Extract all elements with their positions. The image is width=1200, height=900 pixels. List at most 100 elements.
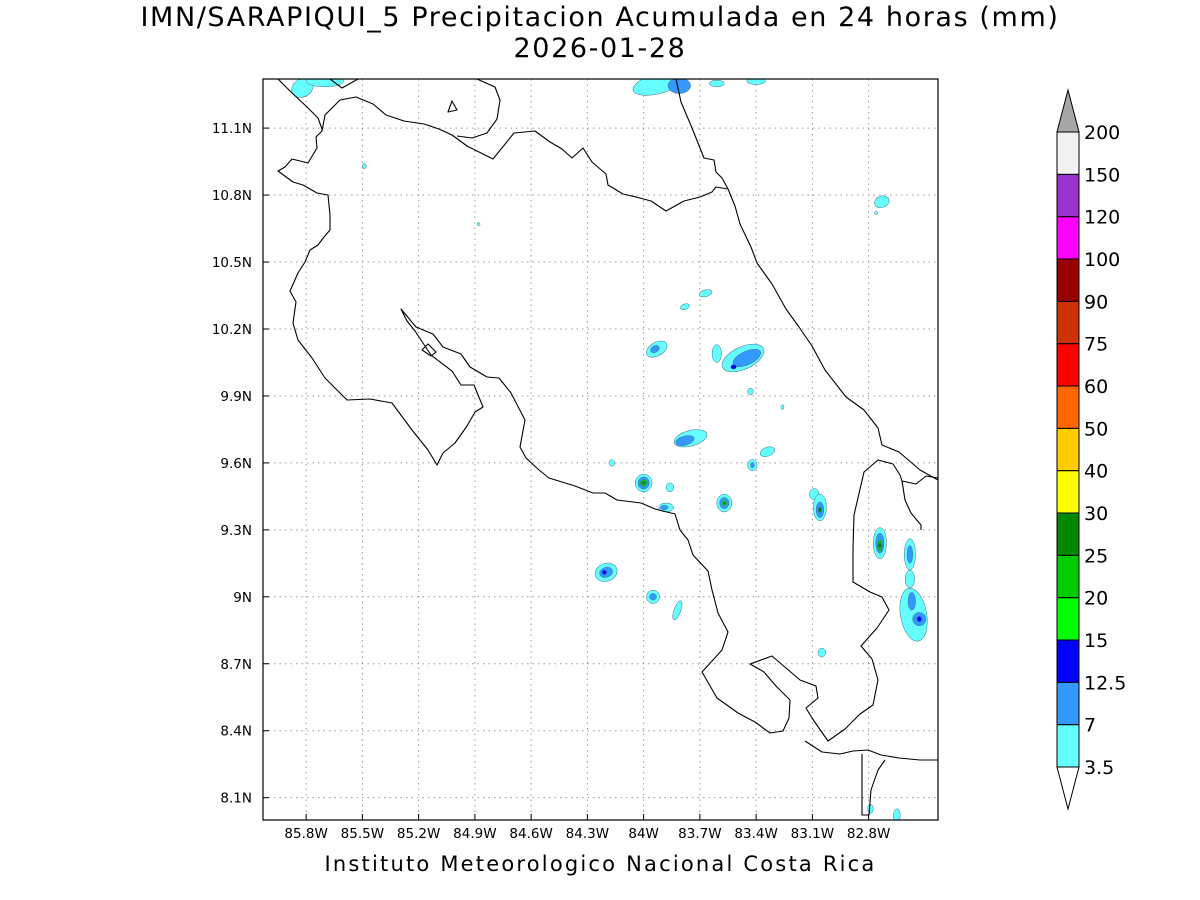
- precip-cell: [780, 404, 785, 410]
- precip-cell: [747, 387, 754, 396]
- precip-cell: [878, 543, 882, 548]
- precip-cell: [650, 345, 660, 354]
- grid-lines: [263, 79, 938, 820]
- y-tick-label: 8.4N: [220, 724, 252, 740]
- precip-cell: [665, 482, 674, 493]
- precip-cell: [667, 79, 691, 94]
- precip-cell: [601, 569, 607, 575]
- precip-cell: [817, 647, 826, 658]
- precip-cell: [711, 344, 722, 363]
- x-tick-label: 84W: [628, 826, 659, 842]
- colorbar-bottom-arrow: [1056, 766, 1080, 811]
- precip-cell: [916, 616, 922, 623]
- precip-cell: [675, 435, 695, 446]
- precip-cell: [649, 593, 657, 601]
- precip-cell: [899, 587, 928, 642]
- colorbar-box: [1056, 216, 1080, 260]
- colorbar-label: 12.5: [1084, 672, 1126, 694]
- colorbar-box: [1056, 724, 1080, 768]
- precip-cell: [709, 79, 725, 88]
- colorbar-label: 50: [1084, 418, 1108, 440]
- precip-cell: [867, 804, 874, 814]
- colorbar-box: [1056, 258, 1080, 302]
- precip-cell: [305, 79, 344, 88]
- precipitation-field: [291, 79, 928, 820]
- colorbar-box: [1056, 300, 1080, 345]
- colorbar-label: 20: [1084, 588, 1108, 610]
- x-tick-label: 84.3W: [566, 826, 609, 842]
- precip-cell: [874, 211, 878, 215]
- colorbar-label: 30: [1084, 503, 1108, 525]
- y-tick-label: 9N: [233, 590, 252, 606]
- colorbar-box: [1056, 554, 1080, 599]
- precip-cell: [722, 501, 727, 505]
- precip-cell: [698, 289, 713, 298]
- map-axes: 85.8W 85.5W 85.2W 84.9W 84.6W 84.3W 84W 83.7W 83…: [212, 121, 891, 842]
- pacific-coast: [277, 130, 938, 742]
- precip-cell: [746, 79, 766, 85]
- y-tick-label: 8.7N: [220, 657, 252, 673]
- precip-cell: [641, 481, 646, 485]
- colorbar-label: 60: [1084, 376, 1108, 398]
- precip-cell: [732, 348, 761, 368]
- x-tick-label: 83.4W: [734, 826, 777, 842]
- colorbar-box: [1056, 131, 1080, 175]
- colorbar-box: [1056, 470, 1080, 514]
- colorbar-box: [1056, 173, 1080, 218]
- nicoya-island: [421, 343, 437, 357]
- precip-cell: [362, 163, 367, 169]
- y-tick-label: 8.1N: [220, 791, 252, 807]
- colorbar-box: [1056, 597, 1080, 641]
- panama-border: [901, 480, 922, 530]
- colorbar: 3.5 7 12.5 15 20 25 30 40 50 60 75 90 100 120 150 200: [1056, 88, 1126, 811]
- x-tick-label: 82.8W: [847, 826, 890, 842]
- precip-cell: [818, 506, 822, 513]
- map-title-line-2: 2026-01-28: [513, 33, 687, 64]
- x-tick-label: 84.6W: [509, 826, 552, 842]
- x-tick-label: 84.9W: [453, 826, 496, 842]
- precip-cell: [907, 592, 916, 611]
- precip-cell: [730, 364, 737, 370]
- colorbar-box: [1056, 343, 1080, 387]
- precip-cell: [906, 545, 913, 564]
- colorbar-label: 75: [1084, 334, 1108, 356]
- colorbar-label: 90: [1084, 291, 1108, 313]
- x-tick-label: 85.5W: [341, 826, 384, 842]
- colorbar-box: [1056, 639, 1080, 683]
- colorbar-top-arrow: [1056, 88, 1080, 133]
- x-tick-label: 83.7W: [678, 826, 721, 842]
- precip-cell: [660, 505, 669, 510]
- precip-cell: [750, 462, 755, 469]
- colorbar-label: 15: [1084, 630, 1108, 652]
- colorbar-label: 3.5: [1084, 757, 1114, 779]
- y-tick-label: 9.6N: [220, 456, 252, 472]
- x-tick-label: 85.2W: [397, 826, 440, 842]
- precip-cell: [672, 600, 683, 620]
- plot-background: [263, 79, 938, 820]
- colorbar-label: 150: [1084, 164, 1120, 186]
- precip-cell: [893, 808, 901, 820]
- precip-cell: [874, 195, 890, 208]
- coastline-and-borders: [277, 79, 938, 816]
- precip-cell: [680, 303, 690, 310]
- nicaragua-border: [321, 96, 729, 212]
- caribbean-coast: [329, 79, 938, 481]
- colorbar-label: 25: [1084, 545, 1108, 567]
- y-tick-label: 10.8N: [212, 188, 252, 204]
- map-title-line-1: IMN/SARAPIQUI_5 Precipitacion Acumulada …: [140, 2, 1060, 33]
- precip-cell: [608, 459, 615, 467]
- lake-islet: [447, 100, 458, 113]
- colorbar-label: 7: [1084, 715, 1096, 737]
- y-tick-label: 10.2N: [212, 322, 252, 338]
- credit-text: Instituto Meteorologico Nacional Costa R…: [324, 852, 877, 876]
- colorbar-box: [1056, 512, 1080, 556]
- x-tick-label: 83.1W: [791, 826, 834, 842]
- y-tick-label: 9.9N: [220, 389, 252, 405]
- map-title: IMN/SARAPIQUI_5 Precipitacion Acumulada …: [0, 2, 1200, 64]
- colorbar-label: 100: [1084, 249, 1120, 271]
- colorbar-label: 200: [1084, 122, 1120, 144]
- colorbar-label: 120: [1084, 207, 1120, 229]
- y-tick-label: 9.3N: [220, 523, 252, 539]
- colorbar-box: [1056, 681, 1080, 726]
